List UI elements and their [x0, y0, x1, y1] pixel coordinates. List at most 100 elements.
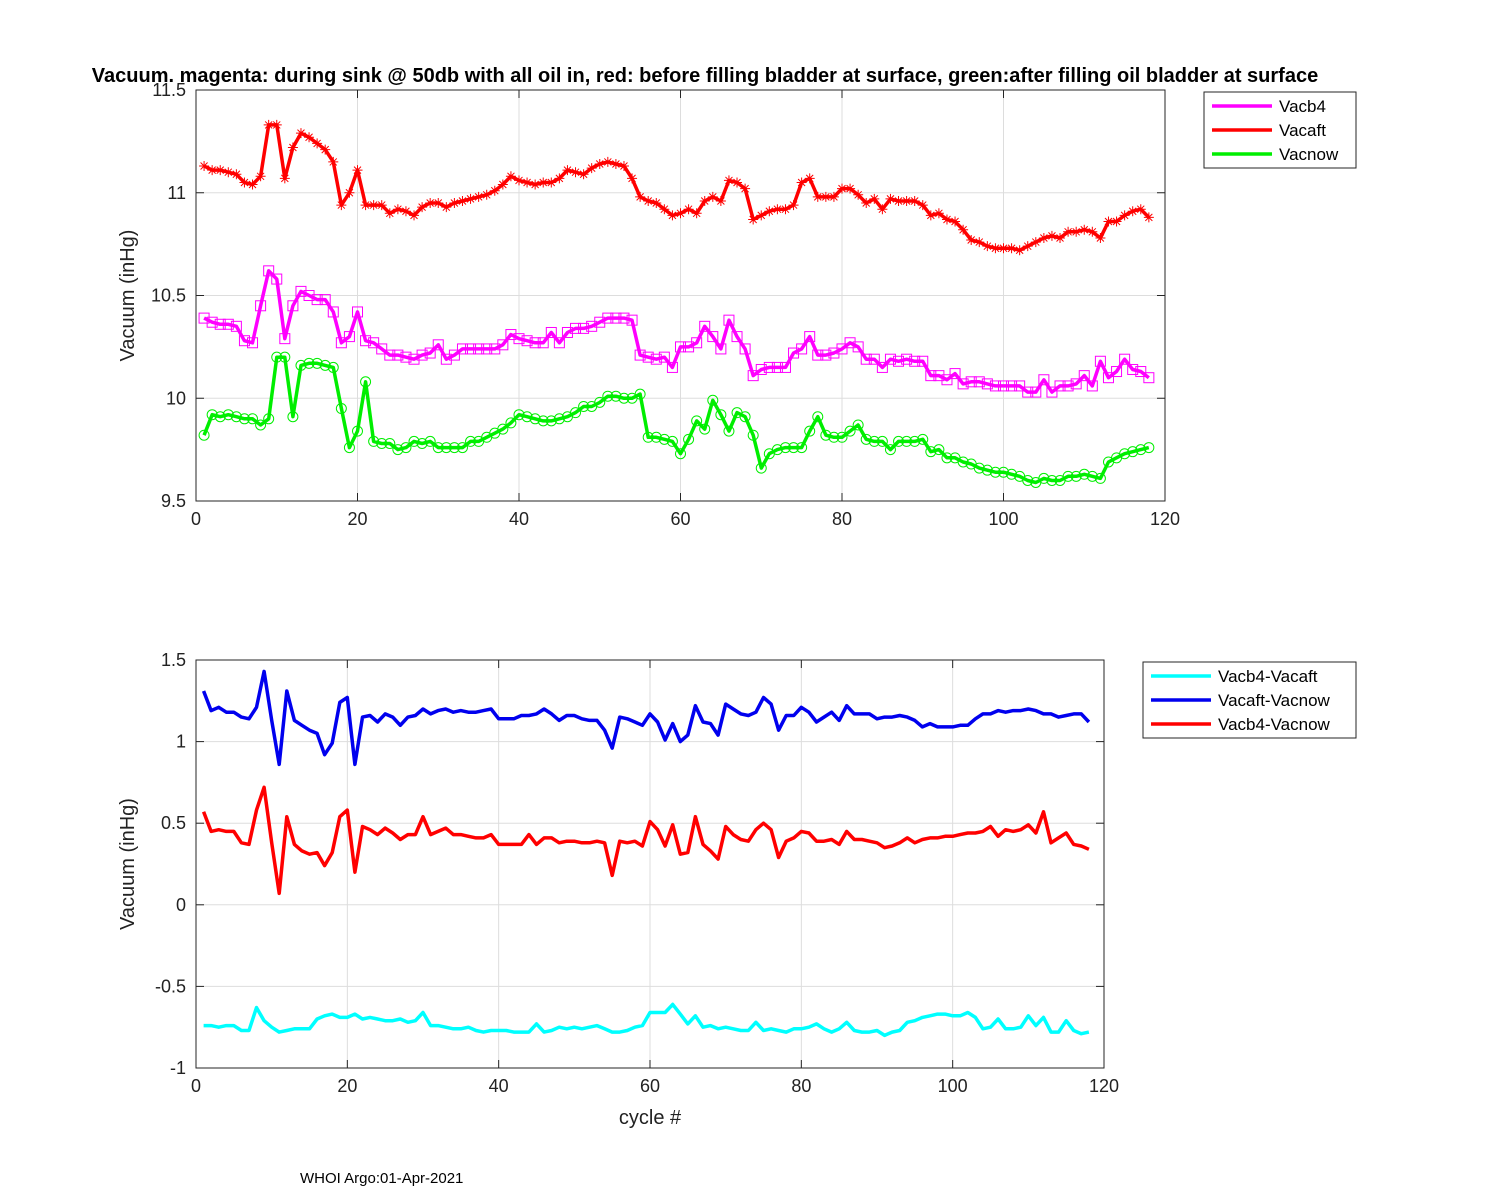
- data-point: [804, 331, 816, 343]
- data-point: [440, 442, 452, 454]
- data-point: [885, 193, 896, 204]
- data-point: [279, 333, 291, 345]
- data-point: [247, 337, 259, 349]
- series-vacb4-vacaft: [203, 1002, 1090, 1038]
- data-point: [610, 158, 621, 169]
- data-point: [941, 452, 953, 464]
- data-point: [884, 444, 896, 456]
- data-point: [755, 363, 767, 375]
- data-point: [360, 200, 371, 211]
- data-point: [788, 347, 800, 359]
- data-point: [925, 210, 936, 221]
- data-point: [562, 165, 573, 176]
- data-point: [327, 361, 339, 373]
- data-point: [456, 442, 468, 454]
- data-point: [764, 206, 775, 217]
- data-point: [844, 425, 856, 437]
- data-point: [295, 285, 307, 297]
- x-tick-label: 0: [191, 509, 201, 529]
- x-tick-label: 100: [938, 1076, 968, 1096]
- data-point: [965, 376, 977, 388]
- data-point: [723, 175, 734, 186]
- data-point: [327, 306, 339, 318]
- top-legend: Vacb4 Vacaft Vacnow: [1203, 91, 1357, 169]
- data-point: [1143, 442, 1155, 454]
- data-point: [812, 191, 823, 202]
- data-point: [796, 343, 808, 355]
- data-point: [844, 337, 856, 349]
- data-point: [707, 331, 719, 343]
- y-axis-label: Vacuum (inHg): [117, 230, 139, 362]
- x-tick-label: 120: [1150, 509, 1180, 529]
- data-point: [989, 466, 1001, 478]
- data-point: [1006, 468, 1018, 480]
- data-point: [400, 206, 411, 217]
- data-point: [408, 353, 420, 365]
- data-point: [691, 208, 702, 219]
- data-point: [925, 446, 937, 458]
- data-point: [594, 396, 606, 408]
- data-point: [1079, 224, 1090, 235]
- series-vacb4-vacnow: [201, 785, 1090, 896]
- data-point: [651, 198, 662, 209]
- data-point: [635, 191, 646, 202]
- data-point: [231, 169, 242, 180]
- data-point: [465, 343, 477, 355]
- data-point: [828, 431, 840, 443]
- data-point: [303, 290, 315, 301]
- data-point: [343, 331, 355, 343]
- data-point: [279, 173, 290, 184]
- data-point: [376, 200, 387, 211]
- data-point: [408, 435, 420, 447]
- x-tick-label: 80: [791, 1076, 811, 1096]
- data-point: [966, 235, 977, 246]
- data-point: [570, 167, 581, 178]
- data-point: [553, 413, 565, 425]
- data-point: [400, 442, 412, 454]
- data-point: [893, 195, 904, 206]
- data-point: [546, 177, 557, 188]
- data-point: [392, 204, 403, 215]
- data-point: [489, 185, 500, 196]
- data-point: [1095, 232, 1106, 243]
- data-point: [860, 353, 872, 365]
- data-point: [1070, 470, 1082, 482]
- y-tick-label: 10: [166, 388, 186, 408]
- data-point: [1046, 230, 1057, 241]
- data-point: [570, 322, 582, 334]
- data-point: [514, 175, 524, 186]
- data-point: [335, 403, 347, 415]
- data-point: [666, 435, 678, 447]
- data-point: [974, 237, 985, 248]
- data-point: [497, 339, 509, 351]
- data-point: [1030, 237, 1041, 248]
- data-point: [215, 165, 226, 176]
- y-tick-label: 9.5: [161, 491, 186, 511]
- data-point: [667, 210, 678, 221]
- data-point: [198, 429, 210, 441]
- data-point: [1103, 216, 1114, 227]
- y-tick-label: 0.5: [161, 813, 186, 833]
- x-tick-label: 100: [988, 509, 1018, 529]
- data-point: [465, 435, 477, 447]
- data-point: [820, 429, 832, 441]
- data-point: [860, 433, 872, 445]
- data-point: [1054, 380, 1066, 392]
- data-point: [230, 320, 242, 332]
- y-axis-label: Vacuum (inHg): [117, 798, 139, 930]
- data-point: [618, 312, 630, 324]
- data-point: [392, 444, 404, 456]
- data-point: [779, 442, 791, 454]
- data-point: [481, 189, 492, 200]
- bottom-axes: 0 20 40 60 80 100 120 -1 -0.5 0 0.5 1 1.5 Vacuum (inH…: [117, 650, 1119, 1129]
- data-point: [311, 357, 323, 369]
- data-point: [957, 378, 969, 390]
- data-point: [441, 202, 452, 213]
- series-vacb4: [198, 265, 1155, 398]
- series-line: [202, 355, 1150, 485]
- data-point: [610, 312, 622, 324]
- data-point: [424, 435, 436, 447]
- x-tick-label: 40: [489, 1076, 509, 1096]
- data-point: [723, 314, 735, 326]
- data-point: [941, 214, 952, 225]
